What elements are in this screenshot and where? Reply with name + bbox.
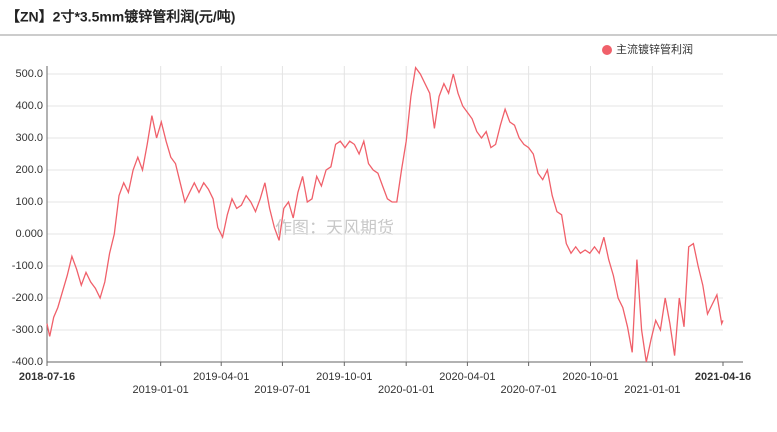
legend-label: 主流镀锌管利润 — [616, 42, 693, 56]
chart-title: 【ZN】2寸*3.5mm镀锌管利润(元/吨) — [6, 9, 235, 25]
series-line — [46, 65, 724, 363]
y-tick-label: 200.0 — [15, 164, 43, 176]
x-tick-label: 2021-04-16 — [695, 371, 751, 383]
y-tick-label: -400.0 — [12, 356, 43, 368]
x-tick-label: 2018-07-16 — [19, 371, 75, 383]
x-tick-label: 2020-07-01 — [500, 384, 556, 396]
x-tick-label: 2020-04-01 — [439, 371, 495, 383]
y-tick-label: 0.000 — [15, 228, 43, 240]
y-tick-label: 500.0 — [15, 68, 43, 80]
y-tick-label: 300.0 — [15, 132, 43, 144]
y-tick-label: -100.0 — [12, 260, 43, 272]
x-tick-label: 2021-01-01 — [624, 384, 680, 396]
x-tick-label: 2019-07-01 — [254, 384, 310, 396]
x-tick-label: 2019-01-01 — [133, 384, 189, 396]
x-tick-label: 2020-01-01 — [378, 384, 434, 396]
x-tick-label: 2019-10-01 — [316, 371, 372, 383]
x-tick-label: 2019-04-01 — [193, 371, 249, 383]
y-tick-label: -200.0 — [12, 292, 43, 304]
x-tick-label: 2020-10-01 — [562, 371, 618, 383]
y-tick-label: 100.0 — [15, 196, 43, 208]
y-tick-label: 400.0 — [15, 100, 43, 112]
watermark: 作图：天风期货 — [275, 218, 394, 237]
y-tick-label: -300.0 — [12, 324, 43, 336]
legend-marker — [602, 45, 612, 55]
